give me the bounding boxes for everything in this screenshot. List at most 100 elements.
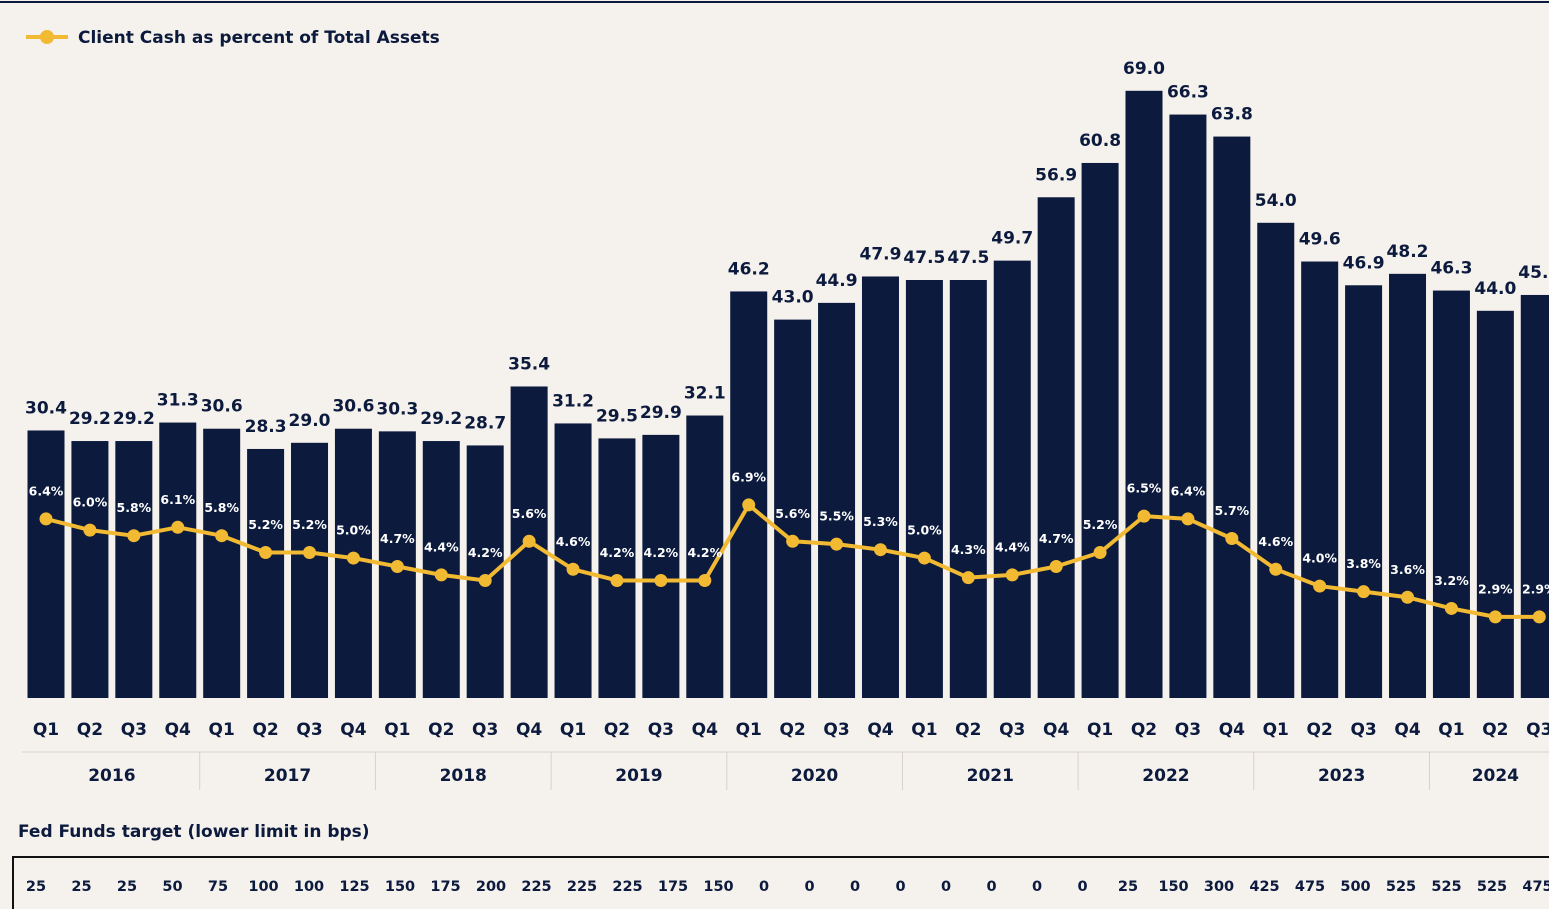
bar-value-label: 28.3 xyxy=(245,417,287,437)
fed-funds-value: 0 xyxy=(850,879,860,895)
line-point xyxy=(654,573,668,587)
line-point xyxy=(961,571,975,585)
fed-funds-value: 125 xyxy=(339,879,369,895)
line-point xyxy=(698,573,712,587)
legend-swatch-dot xyxy=(40,30,54,44)
bar xyxy=(1125,90,1163,699)
bar-value-label: 49.7 xyxy=(991,229,1033,249)
fed-funds-value: 0 xyxy=(941,879,951,895)
fed-funds-value: 150 xyxy=(385,879,415,895)
x-group-label: 2023 xyxy=(1318,766,1365,786)
bar-value-label: 29.2 xyxy=(113,409,155,429)
line-value-label: 6.5% xyxy=(1127,481,1162,496)
bar xyxy=(1037,197,1075,698)
bar xyxy=(27,430,65,698)
line-point xyxy=(215,529,229,543)
x-group-label: 2018 xyxy=(440,766,487,786)
bar-value-label: 30.6 xyxy=(332,397,374,417)
bar-value-label: 45.8 xyxy=(1518,263,1549,283)
line-point xyxy=(1401,590,1415,604)
line-point xyxy=(83,523,97,537)
bar xyxy=(1213,136,1251,698)
x-tick-label: Q2 xyxy=(779,720,805,740)
x-tick-label: Q3 xyxy=(472,720,498,740)
bar-value-label: 56.9 xyxy=(1035,165,1077,185)
fed-funds-value: 150 xyxy=(1158,879,1188,895)
line-point xyxy=(478,573,492,587)
bar-value-label: 44.9 xyxy=(816,271,858,291)
line-point xyxy=(39,512,53,526)
bar-value-label: 30.3 xyxy=(376,399,418,419)
fed-funds-value: 200 xyxy=(476,879,506,895)
line-value-label: 5.2% xyxy=(1083,517,1118,532)
bar xyxy=(642,434,680,698)
fed-funds-value: 225 xyxy=(521,879,551,895)
line-value-label: 5.0% xyxy=(907,523,942,538)
fed-funds-value: 75 xyxy=(208,879,228,895)
fed-funds-value: 525 xyxy=(1477,879,1507,895)
line-point xyxy=(1532,610,1546,624)
bar-value-label: 60.8 xyxy=(1079,131,1121,151)
x-tick-label: Q3 xyxy=(296,720,322,740)
line-point xyxy=(566,562,580,576)
bar-value-label: 31.2 xyxy=(552,391,594,411)
bar xyxy=(730,291,768,698)
line-value-label: 4.7% xyxy=(1039,531,1074,546)
x-tick-label: Q1 xyxy=(33,720,59,740)
bar-value-label: 47.5 xyxy=(947,248,989,268)
line-point xyxy=(1093,545,1107,559)
x-tick-label: Q4 xyxy=(692,720,718,740)
x-tick-label: Q2 xyxy=(77,720,103,740)
bar-value-label: 47.5 xyxy=(903,248,945,268)
bar xyxy=(115,441,153,698)
bar-value-label: 29.0 xyxy=(289,411,331,431)
line-value-label: 6.9% xyxy=(731,469,766,484)
bar xyxy=(1520,294,1549,698)
bar xyxy=(949,280,987,698)
bar xyxy=(598,438,636,698)
x-tick-label: Q3 xyxy=(1350,720,1376,740)
bar-value-label: 47.9 xyxy=(860,244,902,264)
line-value-label: 5.7% xyxy=(1215,503,1250,518)
line-value-label: 5.5% xyxy=(819,509,854,524)
x-group-label: 2024 xyxy=(1472,766,1519,786)
fed-funds-value: 475 xyxy=(1295,879,1325,895)
line-point xyxy=(1444,601,1458,615)
fed-funds-value: 0 xyxy=(1032,879,1042,895)
line-point xyxy=(1313,579,1327,593)
x-tick-label: Q1 xyxy=(560,720,586,740)
fed-funds-value: 225 xyxy=(612,879,642,895)
x-group-label: 2022 xyxy=(1142,766,1189,786)
x-tick-label: Q1 xyxy=(1263,720,1289,740)
x-tick-label: Q2 xyxy=(1307,720,1333,740)
line-value-label: 4.2% xyxy=(600,545,635,560)
bar xyxy=(1301,261,1339,698)
line-point xyxy=(786,534,800,548)
bar xyxy=(1081,162,1119,698)
bar-value-label: 29.9 xyxy=(640,403,682,423)
line-value-label: 5.6% xyxy=(775,506,810,521)
line-point xyxy=(742,498,756,512)
fed-funds-value: 525 xyxy=(1431,879,1461,895)
line-point xyxy=(303,545,317,559)
x-tick-label: Q3 xyxy=(999,720,1025,740)
fed-funds-value: 0 xyxy=(759,879,769,895)
bar-value-label: 54.0 xyxy=(1255,191,1297,211)
bar xyxy=(71,441,109,698)
line-value-label: 5.8% xyxy=(204,500,239,515)
line-value-label: 6.1% xyxy=(160,492,195,507)
bar xyxy=(159,422,197,698)
line-value-label: 5.0% xyxy=(336,523,371,538)
line-point xyxy=(522,534,536,548)
bar-value-label: 48.2 xyxy=(1387,242,1429,262)
fed-funds-value: 225 xyxy=(567,879,597,895)
x-tick-label: Q4 xyxy=(516,720,542,740)
line-point xyxy=(1049,559,1063,573)
line-value-label: 4.2% xyxy=(468,545,503,560)
line-point xyxy=(171,520,185,534)
line-value-label: 4.2% xyxy=(644,545,679,560)
x-tick-label: Q1 xyxy=(1438,720,1464,740)
x-tick-label: Q3 xyxy=(823,720,849,740)
x-tick-label: Q2 xyxy=(1131,720,1157,740)
